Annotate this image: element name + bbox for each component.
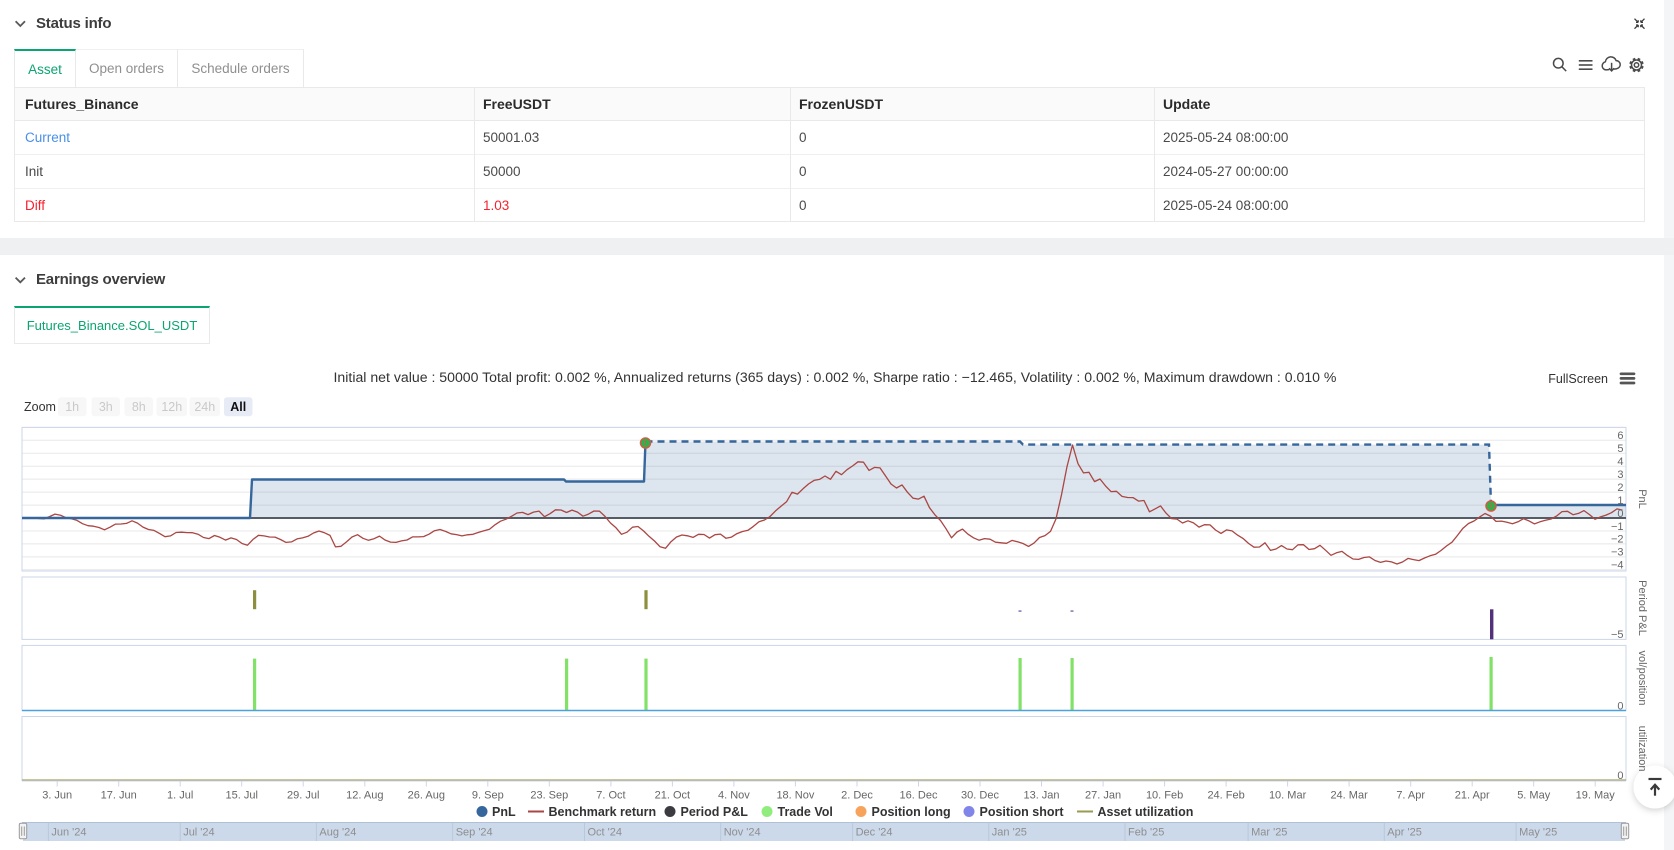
svg-text:Period P&L: Period P&L	[1636, 580, 1648, 636]
svg-text:Position long: Position long	[872, 805, 951, 819]
svg-text:PnL: PnL	[492, 805, 516, 819]
svg-text:1h: 1h	[65, 400, 79, 414]
svg-text:utilization: utilization	[1636, 726, 1648, 772]
svg-text:10. Mar: 10. Mar	[1269, 790, 1307, 802]
svg-text:Jun '24: Jun '24	[51, 827, 86, 839]
svg-text:16. Dec: 16. Dec	[900, 790, 938, 802]
svg-text:−2: −2	[1611, 534, 1624, 546]
svg-text:Jan '25: Jan '25	[992, 827, 1027, 839]
svg-text:12. Aug: 12. Aug	[346, 790, 383, 802]
svg-text:Position short: Position short	[980, 805, 1065, 819]
svg-text:12h: 12h	[161, 400, 182, 414]
svg-text:Asset utilization: Asset utilization	[1098, 805, 1194, 819]
svg-text:13. Jan: 13. Jan	[1023, 790, 1059, 802]
svg-text:15. Jul: 15. Jul	[225, 790, 257, 802]
svg-text:7. Apr: 7. Apr	[1396, 790, 1425, 802]
svg-text:−3: −3	[1611, 547, 1624, 559]
svg-text:2: 2	[1617, 482, 1623, 494]
svg-text:−5: −5	[1611, 629, 1624, 641]
svg-text:2. Dec: 2. Dec	[841, 790, 873, 802]
svg-text:0: 0	[1617, 700, 1623, 712]
svg-text:1: 1	[1617, 495, 1623, 507]
svg-text:Mar '25: Mar '25	[1251, 827, 1287, 839]
svg-text:17. Jun: 17. Jun	[101, 790, 137, 802]
svg-text:All: All	[230, 400, 246, 414]
svg-text:Apr '25: Apr '25	[1387, 827, 1422, 839]
svg-text:21. Apr: 21. Apr	[1455, 790, 1490, 802]
svg-text:Zoom: Zoom	[24, 400, 56, 414]
svg-text:29. Jul: 29. Jul	[287, 790, 319, 802]
svg-text:8h: 8h	[132, 400, 146, 414]
svg-text:Oct '24: Oct '24	[588, 827, 623, 839]
svg-text:19. May: 19. May	[1576, 790, 1616, 802]
svg-text:4: 4	[1617, 456, 1623, 468]
svg-text:3h: 3h	[99, 400, 113, 414]
svg-text:Period P&L: Period P&L	[681, 805, 749, 819]
svg-text:FullScreen: FullScreen	[1548, 372, 1608, 386]
svg-text:−1: −1	[1611, 521, 1624, 533]
svg-text:Trade Vol: Trade Vol	[778, 805, 833, 819]
svg-text:24. Mar: 24. Mar	[1330, 790, 1368, 802]
svg-text:0: 0	[1617, 508, 1623, 520]
svg-text:Sep '24: Sep '24	[456, 827, 493, 839]
svg-text:3. Jun: 3. Jun	[42, 790, 72, 802]
svg-text:23. Sep: 23. Sep	[530, 790, 568, 802]
svg-text:10. Feb: 10. Feb	[1146, 790, 1183, 802]
svg-text:7. Oct: 7. Oct	[596, 790, 625, 802]
svg-text:Jul '24: Jul '24	[183, 827, 214, 839]
svg-text:−4: −4	[1611, 560, 1624, 572]
svg-text:Initial net value : 50000 Tota: Initial net value : 50000 Total profit: …	[334, 369, 1337, 385]
svg-text:24. Feb: 24. Feb	[1207, 790, 1244, 802]
svg-text:5: 5	[1617, 443, 1623, 455]
svg-text:24h: 24h	[194, 400, 215, 414]
svg-text:6: 6	[1617, 430, 1623, 442]
svg-text:30. Dec: 30. Dec	[961, 790, 999, 802]
svg-text:21. Oct: 21. Oct	[655, 790, 690, 802]
svg-text:1. Jul: 1. Jul	[167, 790, 193, 802]
svg-text:18. Nov: 18. Nov	[776, 790, 814, 802]
svg-text:vol/position: vol/position	[1636, 650, 1648, 705]
svg-text:May '25: May '25	[1519, 827, 1557, 839]
svg-text:26. Aug: 26. Aug	[408, 790, 445, 802]
svg-text:Nov '24: Nov '24	[724, 827, 761, 839]
svg-text:27. Jan: 27. Jan	[1085, 790, 1121, 802]
svg-text:5. May: 5. May	[1517, 790, 1551, 802]
svg-text:4. Nov: 4. Nov	[718, 790, 750, 802]
svg-text:9. Sep: 9. Sep	[472, 790, 504, 802]
svg-text:0: 0	[1617, 770, 1623, 782]
svg-text:Benchmark return: Benchmark return	[549, 805, 657, 819]
svg-text:Aug '24: Aug '24	[319, 827, 356, 839]
svg-text:Feb '25: Feb '25	[1128, 827, 1164, 839]
svg-text:Dec '24: Dec '24	[856, 827, 893, 839]
svg-text:PnL: PnL	[1636, 489, 1648, 509]
svg-text:3: 3	[1617, 469, 1623, 481]
